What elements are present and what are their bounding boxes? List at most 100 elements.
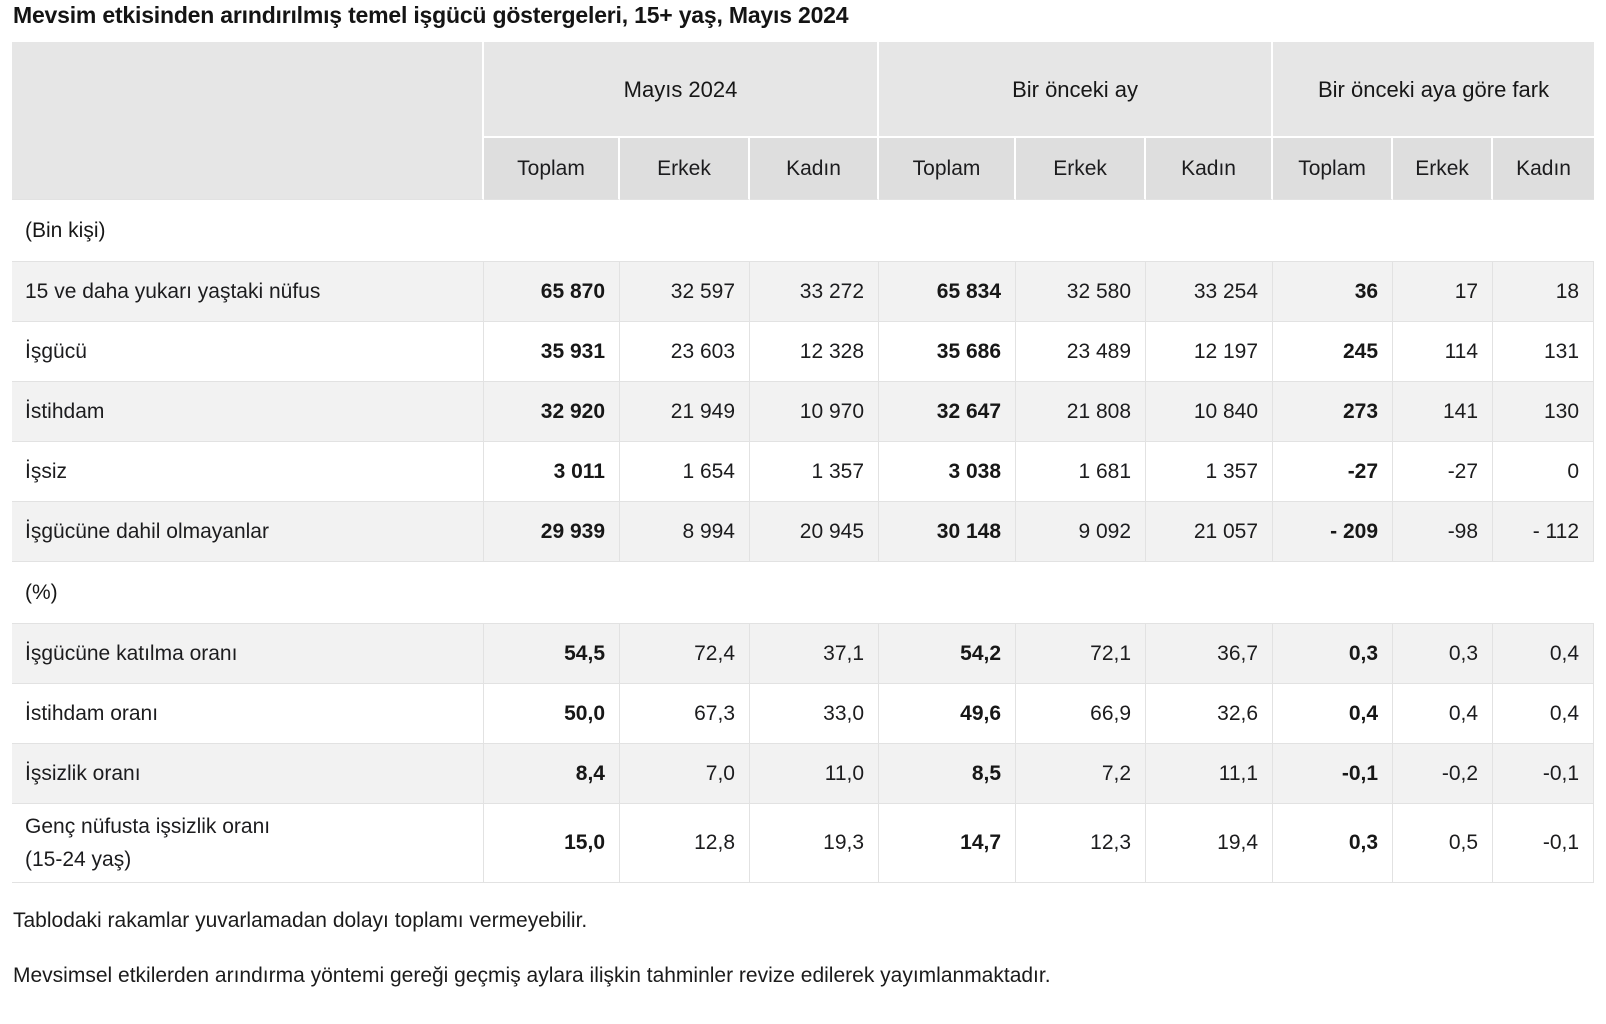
- sub-column-header-0-2: Kadın: [750, 138, 880, 200]
- data-cell: 32 580: [1016, 262, 1147, 322]
- data-cell: 32 597: [620, 262, 750, 322]
- data-cell: 0,4: [1493, 684, 1595, 744]
- page-title: Mevsim etkisinden arındırılmış temel işg…: [13, 2, 849, 28]
- data-cell: 0,3: [1393, 624, 1494, 684]
- data-cell: 65 870: [484, 262, 620, 322]
- footnotes: Tablodaki rakamlar yuvarlamadan dolayı t…: [13, 908, 1594, 989]
- data-cell: 49,6: [879, 684, 1017, 744]
- data-cell: 11,1: [1146, 744, 1274, 804]
- column-group-header-difference: Bir önceki aya göre fark: [1273, 42, 1595, 138]
- data-cell: 8,4: [484, 744, 620, 804]
- data-cell: 23 489: [1016, 322, 1147, 382]
- column-group-header-previous-month: Bir önceki ay: [879, 42, 1274, 138]
- data-cell: 54,5: [484, 624, 620, 684]
- data-cell: 32 920: [484, 382, 620, 442]
- data-cell: 131: [1493, 322, 1595, 382]
- table-row: İşsizlik oranı 8,4 7,0 11,0 8,5 7,2 11,1 -0,1 -0…: [12, 744, 1595, 804]
- data-cell: 9 092: [1016, 502, 1147, 562]
- sub-column-header-1-0: Toplam: [879, 138, 1017, 200]
- data-cell: 14,7: [879, 804, 1017, 883]
- data-cell: - 209: [1273, 502, 1394, 562]
- data-cell: 3 011: [484, 442, 620, 502]
- sub-column-header-2-2: Kadın: [1493, 138, 1595, 200]
- page: Mevsim etkisinden arındırılmış temel işg…: [12, 2, 1595, 989]
- table-row: Genç nüfusta işsizlik oranı (15-24 yaş) 1…: [12, 804, 1595, 883]
- section-label: (Bin kişi): [12, 200, 1595, 262]
- sub-column-header-1-1: Erkek: [1016, 138, 1147, 200]
- sub-column-header-0-0: Toplam: [484, 138, 620, 200]
- row-label: İşgücüne katılma oranı: [12, 624, 484, 684]
- data-cell: 21 808: [1016, 382, 1147, 442]
- data-cell: 50,0: [484, 684, 620, 744]
- sub-column-header-2-0: Toplam: [1273, 138, 1394, 200]
- table-body: (Bin kişi) 15 ve daha yukarı yaştaki nüfu…: [12, 200, 1595, 883]
- data-cell: 12 197: [1146, 322, 1274, 382]
- row-label: 15 ve daha yukarı yaştaki nüfus: [12, 262, 484, 322]
- data-cell: 29 939: [484, 502, 620, 562]
- data-cell: 1 654: [620, 442, 750, 502]
- data-cell: 20 945: [750, 502, 880, 562]
- data-cell: 0,3: [1273, 624, 1394, 684]
- sub-column-header-0-1: Erkek: [620, 138, 750, 200]
- data-cell: 66,9: [1016, 684, 1147, 744]
- row-label: İşgücüne dahil olmayanlar: [12, 502, 484, 562]
- data-cell: 10 970: [750, 382, 880, 442]
- data-cell: -98: [1393, 502, 1494, 562]
- data-cell: 141: [1393, 382, 1494, 442]
- data-cell: 30 148: [879, 502, 1017, 562]
- table-row: 15 ve daha yukarı yaştaki nüfus 65 870 32 …: [12, 262, 1595, 322]
- row-label: Genç nüfusta işsizlik oranı (15-24 yaş): [12, 804, 484, 883]
- data-cell: 0,4: [1393, 684, 1494, 744]
- data-cell: -0,1: [1493, 744, 1595, 804]
- data-cell: 0,4: [1273, 684, 1394, 744]
- data-cell: 12 328: [750, 322, 880, 382]
- data-cell: 32,6: [1146, 684, 1274, 744]
- table-row: İstihdam 32 920 21 949 10 970 32 647 21 808 10…: [12, 382, 1595, 442]
- data-cell: 21 057: [1146, 502, 1274, 562]
- data-cell: 17: [1393, 262, 1494, 322]
- data-cell: -0,1: [1493, 804, 1595, 883]
- sub-header-row: Toplam Erkek Kadın Toplam Erkek Kadın Toplam Er…: [12, 138, 1595, 200]
- data-cell: 0,4: [1493, 624, 1595, 684]
- data-cell: 273: [1273, 382, 1394, 442]
- data-cell: 36: [1273, 262, 1394, 322]
- sub-column-header-2-1: Erkek: [1393, 138, 1494, 200]
- row-label: İstihdam: [12, 382, 484, 442]
- table-header: Mayıs 2024 Bir önceki ay Bir önceki aya …: [12, 42, 1595, 200]
- data-cell: -0,2: [1393, 744, 1494, 804]
- data-cell: 15,0: [484, 804, 620, 883]
- data-cell: 18: [1493, 262, 1595, 322]
- footnote-revision: Mevsimsel etkilerden arındırma yöntemi g…: [13, 964, 1051, 987]
- group-header-row: Mayıs 2024 Bir önceki ay Bir önceki aya …: [12, 42, 1595, 200]
- data-cell: 33,0: [750, 684, 880, 744]
- data-cell: - 112: [1493, 502, 1595, 562]
- data-cell: 35 686: [879, 322, 1017, 382]
- row-label: İstihdam oranı: [12, 684, 484, 744]
- data-cell: -27: [1273, 442, 1394, 502]
- row-label: İşsizlik oranı: [12, 744, 484, 804]
- row-label: İşgücü: [12, 322, 484, 382]
- table-row: İşgücüne katılma oranı 54,5 72,4 37,1 54,2 72…: [12, 624, 1595, 684]
- section-label: (%): [12, 562, 1595, 624]
- data-cell: 19,4: [1146, 804, 1274, 883]
- corner-cell: [12, 42, 484, 200]
- data-cell: 72,4: [620, 624, 750, 684]
- table-row: İşgücüne dahil olmayanlar 29 939 8 994 20 9…: [12, 502, 1595, 562]
- data-cell: 130: [1493, 382, 1595, 442]
- data-cell: 1 681: [1016, 442, 1147, 502]
- data-cell: 7,2: [1016, 744, 1147, 804]
- data-cell: 12,8: [620, 804, 750, 883]
- data-cell: 0,5: [1393, 804, 1494, 883]
- data-cell: 1 357: [1146, 442, 1274, 502]
- data-cell: 33 254: [1146, 262, 1274, 322]
- data-cell: 36,7: [1146, 624, 1274, 684]
- data-cell: 11,0: [750, 744, 880, 804]
- table-row: İşgücü 35 931 23 603 12 328 35 686 23 489 12 1…: [12, 322, 1595, 382]
- data-cell: 19,3: [750, 804, 880, 883]
- data-cell: 37,1: [750, 624, 880, 684]
- data-cell: 35 931: [484, 322, 620, 382]
- data-cell: 23 603: [620, 322, 750, 382]
- data-cell: 72,1: [1016, 624, 1147, 684]
- data-cell: 114: [1393, 322, 1494, 382]
- data-cell: 65 834: [879, 262, 1017, 322]
